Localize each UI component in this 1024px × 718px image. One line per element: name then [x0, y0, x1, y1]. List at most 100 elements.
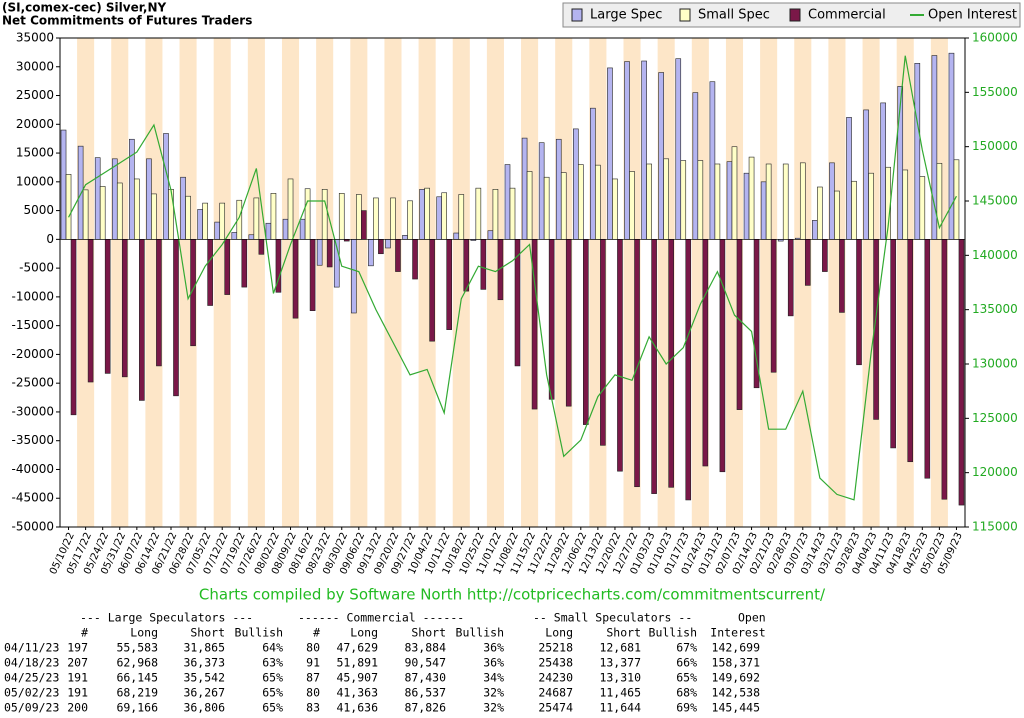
table-cell: 34% [483, 671, 504, 685]
bar [168, 189, 174, 240]
bar [373, 197, 379, 240]
table-header: ------ Commercial ------ [298, 611, 464, 625]
bar [436, 196, 442, 240]
bar [658, 72, 664, 240]
bar [812, 220, 818, 240]
legend-swatch [679, 8, 691, 22]
bar [765, 163, 772, 240]
bar [419, 189, 425, 240]
table-cell: 55,583 [116, 641, 158, 655]
chart-title: (SI,comex-cec) Silver,NY [2, 1, 166, 15]
bar [207, 239, 213, 306]
bar [743, 172, 750, 240]
bar [326, 239, 333, 268]
y-tick-label: 10000 [16, 174, 54, 188]
bar [156, 239, 162, 367]
bar [248, 234, 255, 240]
y-tick-label: 25000 [16, 88, 54, 102]
bar [241, 239, 248, 288]
table-cell: 47,629 [336, 641, 378, 655]
table-cell: 158,371 [712, 656, 761, 670]
bar [351, 239, 357, 314]
table-cell: 41,363 [336, 686, 378, 700]
y2-tick-label: 145000 [972, 194, 1018, 208]
bar [846, 117, 852, 240]
table-cell: 80 [306, 641, 320, 655]
table-cell: 66,145 [116, 671, 158, 685]
bar [560, 172, 567, 240]
table-cell: 91 [306, 656, 320, 670]
table-cell: 25218 [538, 641, 573, 655]
table-cell: 87,430 [404, 671, 446, 685]
table-cell: 36% [483, 656, 504, 670]
bar [753, 239, 760, 389]
bar [202, 202, 208, 240]
bar [77, 145, 84, 240]
bar [646, 163, 652, 240]
y-tick-label: -50000 [11, 520, 54, 534]
bar [692, 92, 699, 240]
table-cell: 83 [306, 701, 320, 715]
bar [890, 239, 896, 449]
table-header: # [313, 626, 320, 640]
table-cell: 191 [67, 671, 88, 685]
y2-tick-label: 140000 [972, 248, 1018, 262]
bar [316, 239, 323, 266]
table-cell: 11,644 [599, 701, 641, 715]
bar [748, 156, 755, 240]
bar [941, 239, 948, 500]
bar [163, 133, 169, 240]
stripe [179, 38, 197, 527]
bar [258, 239, 265, 255]
y2-tick-label: 135000 [972, 302, 1018, 316]
bar [583, 239, 589, 425]
bar [719, 239, 726, 473]
bar [555, 138, 562, 240]
chart-subtitle: Net Commitments of Futures Traders [2, 14, 252, 28]
bar [121, 239, 128, 378]
bar [829, 162, 835, 240]
table-cell: 32% [483, 701, 504, 715]
bar [453, 232, 460, 240]
bar [361, 210, 367, 240]
table-header: Long [350, 626, 378, 640]
table-cell: 36,267 [183, 686, 225, 700]
y-tick-label: 15000 [16, 146, 54, 160]
bar [253, 197, 260, 240]
bar [180, 176, 186, 240]
bar [573, 128, 579, 240]
bar [219, 202, 226, 240]
line-open-interest [68, 55, 957, 501]
table-cell: 13,377 [599, 656, 641, 670]
bar [702, 239, 709, 467]
table-cell: 67% [676, 641, 697, 655]
table-header: -- Small Speculators -- [533, 611, 692, 625]
bar [151, 193, 157, 240]
table-header: Bullish [235, 626, 283, 640]
y-tick-label: 35000 [16, 31, 54, 45]
table-header: Bullish [649, 626, 697, 640]
table-cell: 69,166 [116, 701, 158, 715]
bar [868, 172, 874, 240]
bar [612, 178, 618, 240]
table-cell: 86,537 [404, 686, 446, 700]
bar [104, 239, 111, 374]
bar [304, 188, 311, 240]
bar [617, 239, 623, 472]
bar [185, 195, 191, 240]
bar [919, 176, 926, 240]
table-header: Short [606, 626, 641, 640]
bar [214, 221, 221, 240]
table-cell: 24230 [538, 671, 573, 685]
bar [60, 129, 67, 240]
bar [265, 222, 272, 240]
bar [726, 161, 733, 240]
bar [197, 209, 203, 240]
bar [65, 174, 72, 240]
table-cell: 87,826 [404, 701, 446, 715]
bar [834, 190, 840, 240]
stripe [418, 38, 436, 527]
bar [787, 239, 794, 317]
table-header: Short [411, 626, 446, 640]
